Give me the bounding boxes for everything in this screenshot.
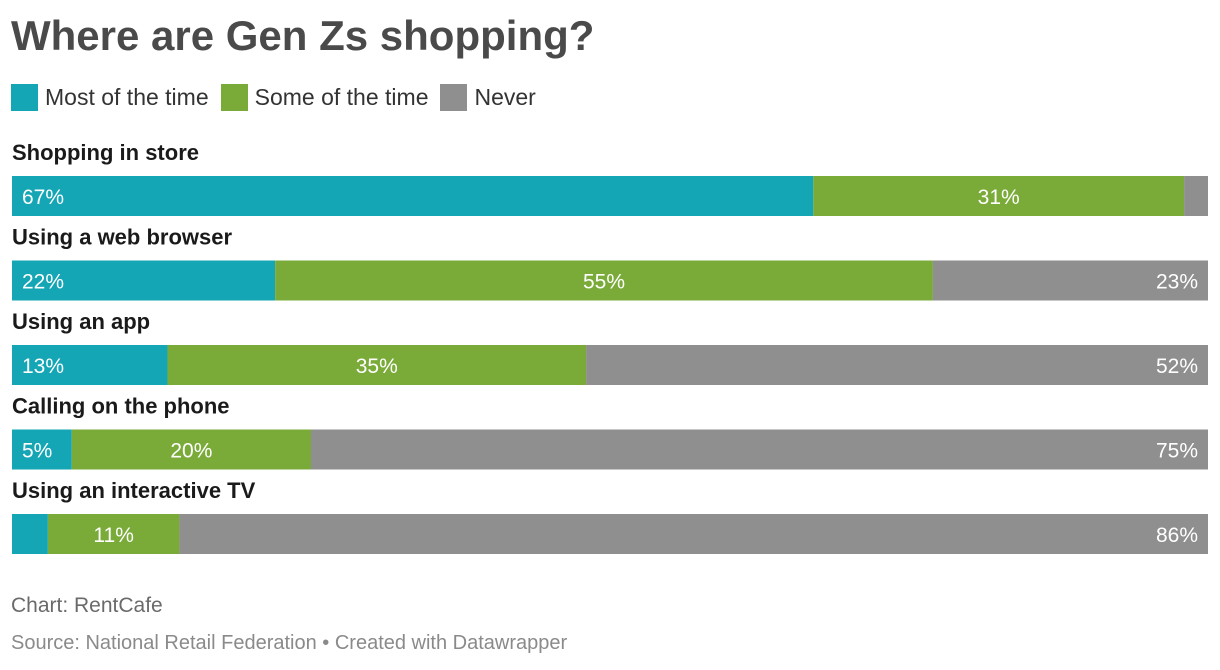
bar-value-label: 35% bbox=[356, 355, 398, 378]
bar-value-label: 86% bbox=[1156, 524, 1198, 547]
bar-segment bbox=[586, 345, 1208, 385]
chart-credit: Chart: RentCafe bbox=[11, 594, 163, 617]
bar-segment bbox=[47, 514, 180, 554]
bar-segment bbox=[12, 429, 72, 470]
bar-segment bbox=[275, 260, 933, 301]
bar-segment bbox=[1184, 176, 1208, 216]
legend-label-never: Never bbox=[474, 83, 536, 110]
legend-item-some: Some of the time bbox=[220, 83, 429, 111]
bar-segment bbox=[12, 514, 48, 554]
bar-value-label: 31% bbox=[978, 186, 1020, 209]
bar-segment bbox=[179, 514, 1209, 554]
bar-segment bbox=[12, 176, 814, 216]
legend: Most of the time Some of the time Never bbox=[11, 82, 548, 112]
category-label: Shopping in store bbox=[12, 140, 199, 165]
category-label: Using a web browser bbox=[12, 225, 232, 250]
bar-segment bbox=[12, 345, 168, 385]
legend-label-most: Most of the time bbox=[45, 83, 209, 110]
bar-value-label: 13% bbox=[22, 355, 64, 378]
bar-value-label: 55% bbox=[583, 271, 625, 294]
bar-segment bbox=[932, 260, 1208, 301]
bar-value-label: 22% bbox=[22, 271, 64, 294]
bar-segment bbox=[71, 429, 311, 470]
bar-value-label: 11% bbox=[93, 524, 133, 547]
category-label: Using an interactive TV bbox=[12, 478, 256, 503]
chart-title: Where are Gen Zs shopping? bbox=[11, 12, 595, 59]
bar-value-label: 5% bbox=[22, 440, 52, 463]
bar-value-label: 23% bbox=[1156, 271, 1198, 294]
category-label: Using an app bbox=[12, 309, 150, 334]
bar-segment bbox=[12, 260, 276, 301]
bar-value-label: 67% bbox=[22, 186, 64, 209]
legend-swatch-never bbox=[440, 83, 468, 111]
source-note: Source: National Retail Federation • Cre… bbox=[11, 632, 568, 654]
bar-segment bbox=[167, 345, 587, 385]
category-label: Calling on the phone bbox=[12, 394, 230, 419]
legend-item-never: Never bbox=[440, 83, 536, 111]
bar-value-label: 20% bbox=[170, 440, 212, 463]
bar-segment bbox=[813, 176, 1185, 216]
legend-label-some: Some of the time bbox=[254, 83, 429, 110]
bar-value-label: 52% bbox=[1156, 355, 1198, 378]
legend-swatch-most bbox=[11, 83, 38, 111]
bar-segment bbox=[311, 429, 1208, 470]
stacked-bar-chart: Shopping in store 67% 31% Using a web brows… bbox=[12, 140, 1209, 554]
bar-value-label: 75% bbox=[1156, 440, 1198, 463]
legend-item-most: Most of the time bbox=[11, 83, 209, 111]
legend-swatch-some bbox=[220, 83, 248, 111]
